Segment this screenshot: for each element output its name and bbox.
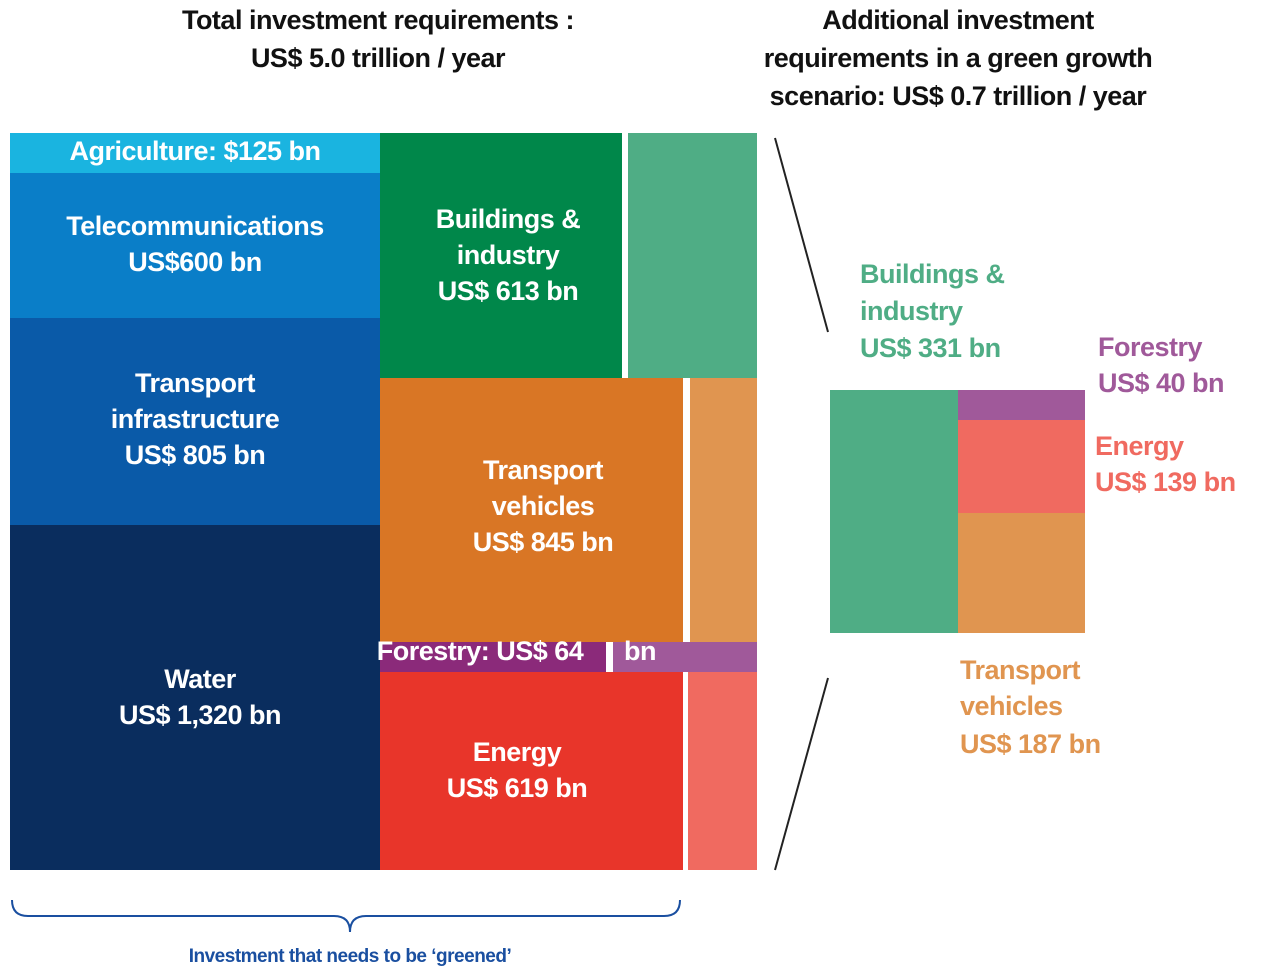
block: [380, 672, 683, 870]
title: Additional investment: [822, 5, 1094, 35]
label: Transport: [135, 368, 256, 398]
label: Energy: [473, 737, 562, 767]
title: scenario: US$ 0.7 trillion / year: [770, 81, 1148, 111]
label: industry: [860, 296, 963, 326]
label: US$ 805 bn: [125, 440, 266, 470]
block: [690, 378, 757, 642]
block: [613, 642, 757, 672]
block: [10, 318, 380, 525]
block: [380, 133, 622, 378]
label: US$ 1,320 bn: [119, 700, 281, 730]
label: vehicles: [960, 691, 1063, 721]
label: Water: [164, 664, 237, 694]
block: [830, 390, 958, 633]
label: US$ 331 bn: [860, 333, 1001, 363]
block: [10, 525, 380, 870]
label: US$ 613 bn: [438, 276, 579, 306]
footnote: Investment that needs to be ‘greened’: [189, 946, 512, 967]
brace: [11, 899, 681, 933]
block: [628, 133, 757, 378]
label: US$ 845 bn: [473, 527, 614, 557]
label: vehicles: [492, 491, 595, 521]
label: Forestry: US$ 64: [377, 636, 584, 666]
label: Buildings &: [436, 204, 581, 234]
connector: [774, 677, 829, 871]
block: [958, 390, 1085, 420]
block: [958, 513, 1085, 633]
title: US$ 5.0 trillion / year: [251, 43, 506, 73]
block: [688, 672, 757, 870]
label: Telecommunications: [66, 211, 324, 241]
label: US$600 bn: [128, 247, 262, 277]
title: requirements in a green growth: [764, 43, 1153, 73]
label: US$ 40 bn: [1098, 368, 1224, 398]
block: [958, 420, 1085, 513]
connector: [774, 137, 829, 333]
label: Buildings &: [860, 259, 1005, 289]
label: US$ 187 bn: [960, 729, 1101, 759]
label: bn: [624, 636, 656, 666]
label: Transport: [960, 655, 1081, 685]
block: [380, 378, 683, 642]
title: Total investment requirements :: [182, 5, 574, 35]
label: infrastructure: [111, 404, 280, 434]
block: [10, 133, 380, 173]
label: Forestry: [1098, 332, 1203, 362]
label: Energy: [1095, 431, 1184, 461]
label: US$ 619 bn: [447, 773, 588, 803]
label: Agriculture: $125 bn: [69, 136, 320, 166]
block: [380, 642, 606, 672]
block: [10, 173, 380, 318]
label: industry: [457, 240, 560, 270]
label: Transport: [483, 455, 604, 485]
label: US$ 139 bn: [1095, 467, 1236, 497]
